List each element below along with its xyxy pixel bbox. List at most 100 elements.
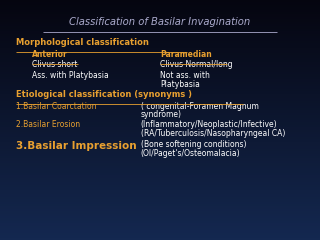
Text: Anterior: Anterior: [32, 50, 68, 59]
Text: 3.Basilar Impression: 3.Basilar Impression: [16, 141, 137, 151]
Bar: [0, 142, 320, 144]
Bar: [0, 190, 320, 192]
Bar: [0, 19, 320, 22]
Bar: [0, 60, 320, 62]
Bar: [0, 106, 320, 108]
Bar: [0, 48, 320, 50]
Text: (RA/Tuberculosis/Nasopharyngeal CA): (RA/Tuberculosis/Nasopharyngeal CA): [141, 129, 285, 138]
Bar: [0, 182, 320, 185]
Bar: [0, 113, 320, 115]
Bar: [0, 82, 320, 84]
Bar: [0, 209, 320, 211]
Bar: [0, 139, 320, 142]
Bar: [0, 10, 320, 12]
Bar: [0, 46, 320, 48]
Text: Clivus short: Clivus short: [32, 60, 77, 70]
Bar: [0, 50, 320, 53]
Bar: [0, 94, 320, 96]
Bar: [0, 125, 320, 127]
Bar: [0, 62, 320, 65]
Text: 1.Basilar Coarctation: 1.Basilar Coarctation: [16, 102, 97, 111]
Bar: [0, 206, 320, 209]
Bar: [0, 96, 320, 98]
Bar: [0, 58, 320, 60]
Bar: [0, 197, 320, 199]
Bar: [0, 166, 320, 168]
Bar: [0, 158, 320, 161]
Bar: [0, 110, 320, 113]
Bar: [0, 154, 320, 156]
Bar: [0, 185, 320, 187]
Bar: [0, 101, 320, 103]
Bar: [0, 70, 320, 72]
Bar: [0, 22, 320, 24]
Bar: [0, 211, 320, 214]
Bar: [0, 31, 320, 34]
Text: Classification of Basilar Invagination: Classification of Basilar Invagination: [69, 17, 251, 27]
Bar: [0, 72, 320, 74]
Bar: [0, 5, 320, 7]
Bar: [0, 122, 320, 125]
Bar: [0, 17, 320, 19]
Bar: [0, 115, 320, 118]
Bar: [0, 168, 320, 170]
Bar: [0, 103, 320, 106]
Text: Paramedian: Paramedian: [160, 50, 212, 59]
Bar: [0, 204, 320, 206]
Bar: [0, 12, 320, 14]
Bar: [0, 77, 320, 79]
Bar: [0, 91, 320, 94]
Bar: [0, 178, 320, 180]
Bar: [0, 218, 320, 221]
Text: 2.Basilar Erosion: 2.Basilar Erosion: [16, 120, 80, 130]
Bar: [0, 0, 320, 2]
Bar: [0, 36, 320, 38]
Bar: [0, 24, 320, 26]
Bar: [0, 180, 320, 182]
Bar: [0, 230, 320, 233]
Text: Platybasia: Platybasia: [160, 80, 200, 89]
Bar: [0, 118, 320, 120]
Bar: [0, 26, 320, 29]
Bar: [0, 134, 320, 137]
Bar: [0, 108, 320, 110]
Text: (Inflammatory/Neoplastic/Infective): (Inflammatory/Neoplastic/Infective): [141, 120, 277, 130]
Bar: [0, 7, 320, 10]
Bar: [0, 235, 320, 238]
Bar: [0, 194, 320, 197]
Bar: [0, 55, 320, 58]
Text: Etiological classification (synonyms ): Etiological classification (synonyms ): [16, 90, 192, 99]
Bar: [0, 149, 320, 151]
Bar: [0, 98, 320, 101]
Bar: [0, 53, 320, 55]
Bar: [0, 173, 320, 175]
Bar: [0, 161, 320, 163]
Bar: [0, 84, 320, 86]
Bar: [0, 233, 320, 235]
Bar: [0, 223, 320, 226]
Bar: [0, 170, 320, 173]
Text: ( congenital-Foramen Magnum: ( congenital-Foramen Magnum: [141, 102, 259, 111]
Bar: [0, 192, 320, 194]
Bar: [0, 228, 320, 230]
Bar: [0, 226, 320, 228]
Bar: [0, 130, 320, 132]
Bar: [0, 65, 320, 67]
Text: (Bone softening conditions): (Bone softening conditions): [141, 140, 246, 149]
Bar: [0, 2, 320, 5]
Bar: [0, 202, 320, 204]
Bar: [0, 163, 320, 166]
Bar: [0, 67, 320, 70]
Bar: [0, 74, 320, 77]
Text: Ass. with Platybasia: Ass. with Platybasia: [32, 71, 109, 80]
Bar: [0, 137, 320, 139]
Bar: [0, 187, 320, 190]
Bar: [0, 238, 320, 240]
Bar: [0, 151, 320, 154]
Bar: [0, 29, 320, 31]
Text: Morphological classification: Morphological classification: [16, 38, 149, 48]
Bar: [0, 144, 320, 146]
Text: Not ass. with: Not ass. with: [160, 71, 210, 80]
Bar: [0, 156, 320, 158]
Bar: [0, 14, 320, 17]
